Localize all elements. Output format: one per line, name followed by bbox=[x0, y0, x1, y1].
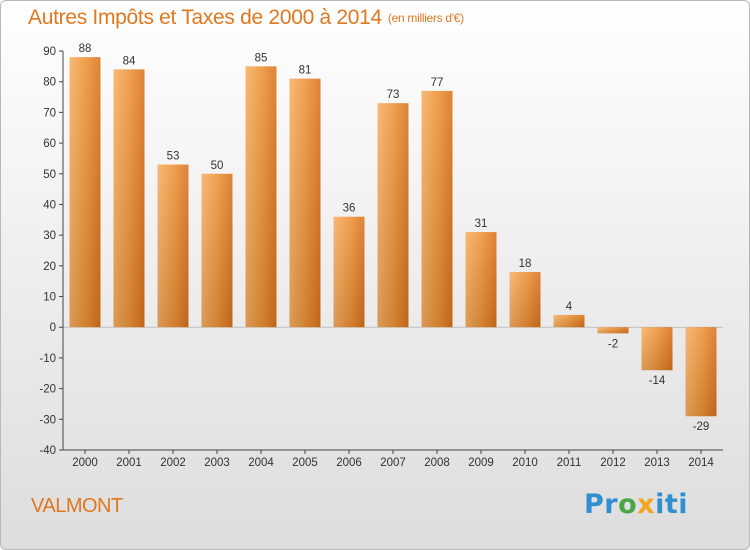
x-tick-label: 2005 bbox=[292, 457, 318, 469]
x-tick-label: 2014 bbox=[688, 457, 714, 469]
bar-value-label: 18 bbox=[519, 258, 532, 270]
x-tick-label: 2000 bbox=[72, 457, 98, 469]
y-tick-label: -40 bbox=[39, 445, 56, 457]
bar-shade bbox=[113, 69, 145, 328]
bar-value-label: 88 bbox=[79, 43, 92, 55]
y-tick-label: 30 bbox=[43, 230, 56, 242]
bar-shade bbox=[377, 103, 409, 328]
bar-shade bbox=[553, 314, 585, 328]
bar-shade bbox=[685, 327, 717, 417]
x-tick-label: 2001 bbox=[116, 457, 142, 469]
bar-value-label: 4 bbox=[566, 301, 573, 313]
y-tick-label: 60 bbox=[43, 138, 56, 150]
logo-part-1: Pr bbox=[584, 489, 619, 520]
bar-value-label: 81 bbox=[299, 65, 312, 77]
bar-shade bbox=[421, 90, 453, 328]
logo-part-4: iti bbox=[655, 489, 689, 520]
y-tick-label: -30 bbox=[39, 414, 56, 426]
y-tick-label: -20 bbox=[39, 384, 56, 396]
bar-shade bbox=[465, 232, 497, 328]
x-tick-label: 2007 bbox=[380, 457, 406, 469]
axes: -40 -30 -20 -10 0 10 20 30 40 50 60 70 80 90 2000 2001 2… bbox=[39, 46, 723, 469]
x-tick-label: 2008 bbox=[424, 457, 450, 469]
x-tick-label: 2013 bbox=[644, 457, 670, 469]
bar-value-label: 77 bbox=[431, 77, 444, 89]
y-tick-label: 90 bbox=[43, 46, 56, 58]
y-tick-label: 70 bbox=[43, 107, 56, 119]
bar-value-label: -14 bbox=[649, 375, 666, 387]
town-name: VALMONT bbox=[31, 495, 123, 517]
y-tick-label: 40 bbox=[43, 199, 56, 211]
y-tick-label: 50 bbox=[43, 169, 56, 181]
y-tick-label: 20 bbox=[43, 261, 56, 273]
bar-value-label: 50 bbox=[211, 160, 224, 172]
y-tick-label: 10 bbox=[43, 292, 56, 304]
bars bbox=[69, 57, 717, 417]
bar-shade bbox=[245, 66, 277, 328]
bar-value-label: 85 bbox=[255, 52, 268, 64]
bar-shade bbox=[333, 216, 365, 328]
chart-title: Autres Impôts et Taxes de 2000 à 2014 (en… bbox=[28, 6, 464, 30]
bar-shade bbox=[69, 57, 101, 328]
x-tick-label: 2012 bbox=[600, 457, 626, 469]
logo-part-3: x bbox=[637, 489, 656, 520]
bar-shade bbox=[597, 327, 629, 334]
y-tick-label: 0 bbox=[50, 322, 56, 334]
bar-shade bbox=[509, 271, 541, 328]
bar-shade bbox=[201, 173, 233, 328]
bar-value-label: 36 bbox=[343, 203, 356, 215]
bar-value-label: -29 bbox=[693, 421, 710, 433]
chart-title-text: Autres Impôts et Taxes de 2000 à 2014 bbox=[28, 6, 382, 29]
logo-part-2: o bbox=[618, 489, 638, 520]
x-tick-label: 2003 bbox=[204, 457, 230, 469]
x-tick-label: 2009 bbox=[468, 457, 494, 469]
y-tick-label: -10 bbox=[39, 353, 56, 365]
bar-shade bbox=[289, 78, 321, 328]
bar-shade bbox=[157, 164, 189, 328]
x-tick-label: 2010 bbox=[512, 457, 538, 469]
bar-value-label: 73 bbox=[387, 89, 400, 101]
x-tick-label: 2011 bbox=[557, 457, 582, 469]
x-tick-label: 2006 bbox=[336, 457, 362, 469]
bar-shade bbox=[641, 327, 673, 371]
bar-value-label: -2 bbox=[608, 338, 618, 350]
bar-value-label: 31 bbox=[475, 218, 488, 230]
x-tick-label: 2004 bbox=[248, 457, 274, 469]
bar-value-label: 84 bbox=[123, 55, 136, 67]
y-tick-label: 80 bbox=[43, 77, 56, 89]
proxiti-logo: Proxiti bbox=[584, 489, 688, 520]
chart-unit: (en milliers d'€) bbox=[387, 11, 464, 25]
value-labels: 88 84 53 50 85 81 36 73 77 31 18 4 -2 -14 -29 bbox=[79, 43, 710, 433]
x-tick-label: 2002 bbox=[160, 457, 186, 469]
bar-value-label: 53 bbox=[167, 151, 180, 163]
